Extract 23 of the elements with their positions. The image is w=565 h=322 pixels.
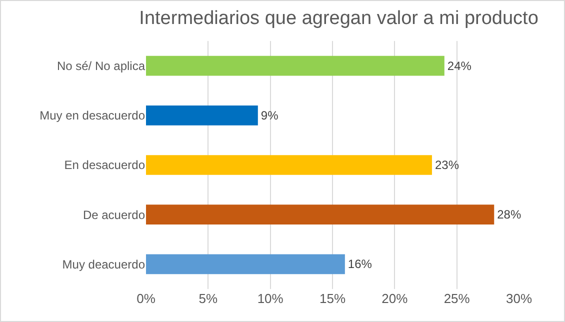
x-tick-label: 5% xyxy=(198,291,218,306)
y-tick-label: Muy deacuerdo xyxy=(62,257,146,272)
y-tick-label: No sé/ No aplica xyxy=(56,59,146,73)
y-tick-label: De acuerdo xyxy=(82,208,146,222)
y-tick-label: Muy en desacuerdo xyxy=(40,108,146,123)
data-label: 9% xyxy=(260,108,279,122)
x-tick-label: 20% xyxy=(382,291,408,306)
x-tick-label: 25% xyxy=(444,291,470,306)
x-tick-label: 10% xyxy=(257,291,284,306)
y-tick-label: En desacuerdo xyxy=(64,158,146,172)
data-label: 23% xyxy=(434,158,460,172)
chart-title: Intermediarios que agregan valor a mi producto xyxy=(139,8,538,29)
x-tick-label: 30% xyxy=(506,291,532,306)
bar xyxy=(146,105,258,126)
bar xyxy=(146,155,432,175)
x-tick-label: 15% xyxy=(319,291,346,306)
data-label: 16% xyxy=(348,257,372,272)
bar xyxy=(146,204,494,225)
bar xyxy=(146,56,444,76)
data-label: 28% xyxy=(497,208,522,222)
data-label: 24% xyxy=(447,58,472,73)
x-tick-label: 0% xyxy=(136,291,156,306)
bar xyxy=(146,254,345,274)
